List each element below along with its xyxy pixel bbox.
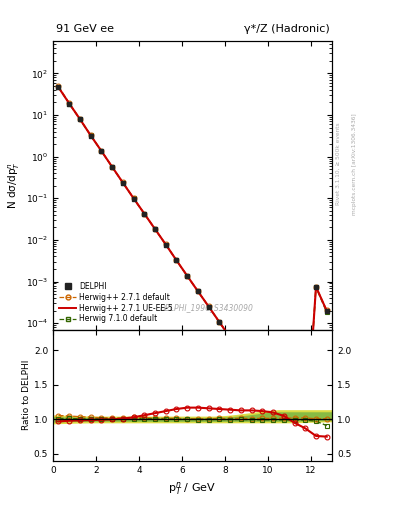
Text: γ*/Z (Hadronic): γ*/Z (Hadronic)	[244, 24, 329, 34]
Y-axis label: N dσ/dp$_T^n$: N dσ/dp$_T^n$	[6, 161, 22, 209]
X-axis label: p$_T^n$ / GeV: p$_T^n$ / GeV	[169, 480, 217, 497]
Text: mcplots.cern.ch [arXiv:1306.3436]: mcplots.cern.ch [arXiv:1306.3436]	[352, 113, 357, 215]
Text: DELPHI_1996_S3430090: DELPHI_1996_S3430090	[160, 303, 253, 312]
Text: Rivet 3.1.10, ≥ 500k events: Rivet 3.1.10, ≥ 500k events	[336, 122, 341, 205]
Legend: DELPHI, Herwig++ 2.7.1 default, Herwig++ 2.7.1 UE-EE-5, Herwig 7.1.0 default: DELPHI, Herwig++ 2.7.1 default, Herwig++…	[57, 280, 175, 326]
Y-axis label: Ratio to DELPHI: Ratio to DELPHI	[22, 360, 31, 431]
Text: 91 GeV ee: 91 GeV ee	[56, 24, 114, 34]
